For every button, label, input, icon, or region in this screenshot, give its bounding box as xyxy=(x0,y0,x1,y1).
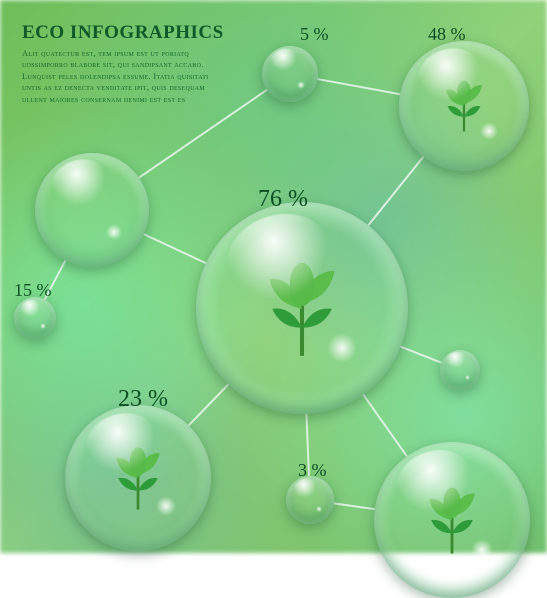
percentage-label: 23 % xyxy=(118,386,168,413)
eco-bubble xyxy=(374,442,530,598)
infographic-body-text: Alit quatectur est, tem ipsum est ut por… xyxy=(22,48,227,105)
eco-bubble xyxy=(286,476,334,524)
eco-bubble xyxy=(399,41,529,171)
percentage-label: 76 % xyxy=(258,186,308,213)
infographic-title: ECO INFOGRAPHICS xyxy=(22,22,224,44)
percentage-label: 5 % xyxy=(300,24,329,45)
eco-infographic-canvas: ECO INFOGRAPHICS Alit quatectur est, tem… xyxy=(0,0,547,553)
eco-bubble xyxy=(14,297,56,339)
eco-bubble xyxy=(65,405,211,551)
percentage-label: 15 % xyxy=(14,280,52,301)
connector-line xyxy=(189,384,229,425)
percentage-label: 3 % xyxy=(298,460,327,481)
connector-line xyxy=(363,395,407,457)
eco-bubble xyxy=(440,350,480,390)
eco-bubble xyxy=(35,153,149,267)
eco-bubble xyxy=(262,46,318,102)
connector-line xyxy=(401,347,442,363)
connector-line xyxy=(144,234,206,263)
connector-line xyxy=(368,157,423,226)
eco-bubble xyxy=(196,202,408,414)
connector-line xyxy=(318,79,401,94)
connector-line xyxy=(334,503,375,509)
percentage-label: 48 % xyxy=(428,24,466,45)
